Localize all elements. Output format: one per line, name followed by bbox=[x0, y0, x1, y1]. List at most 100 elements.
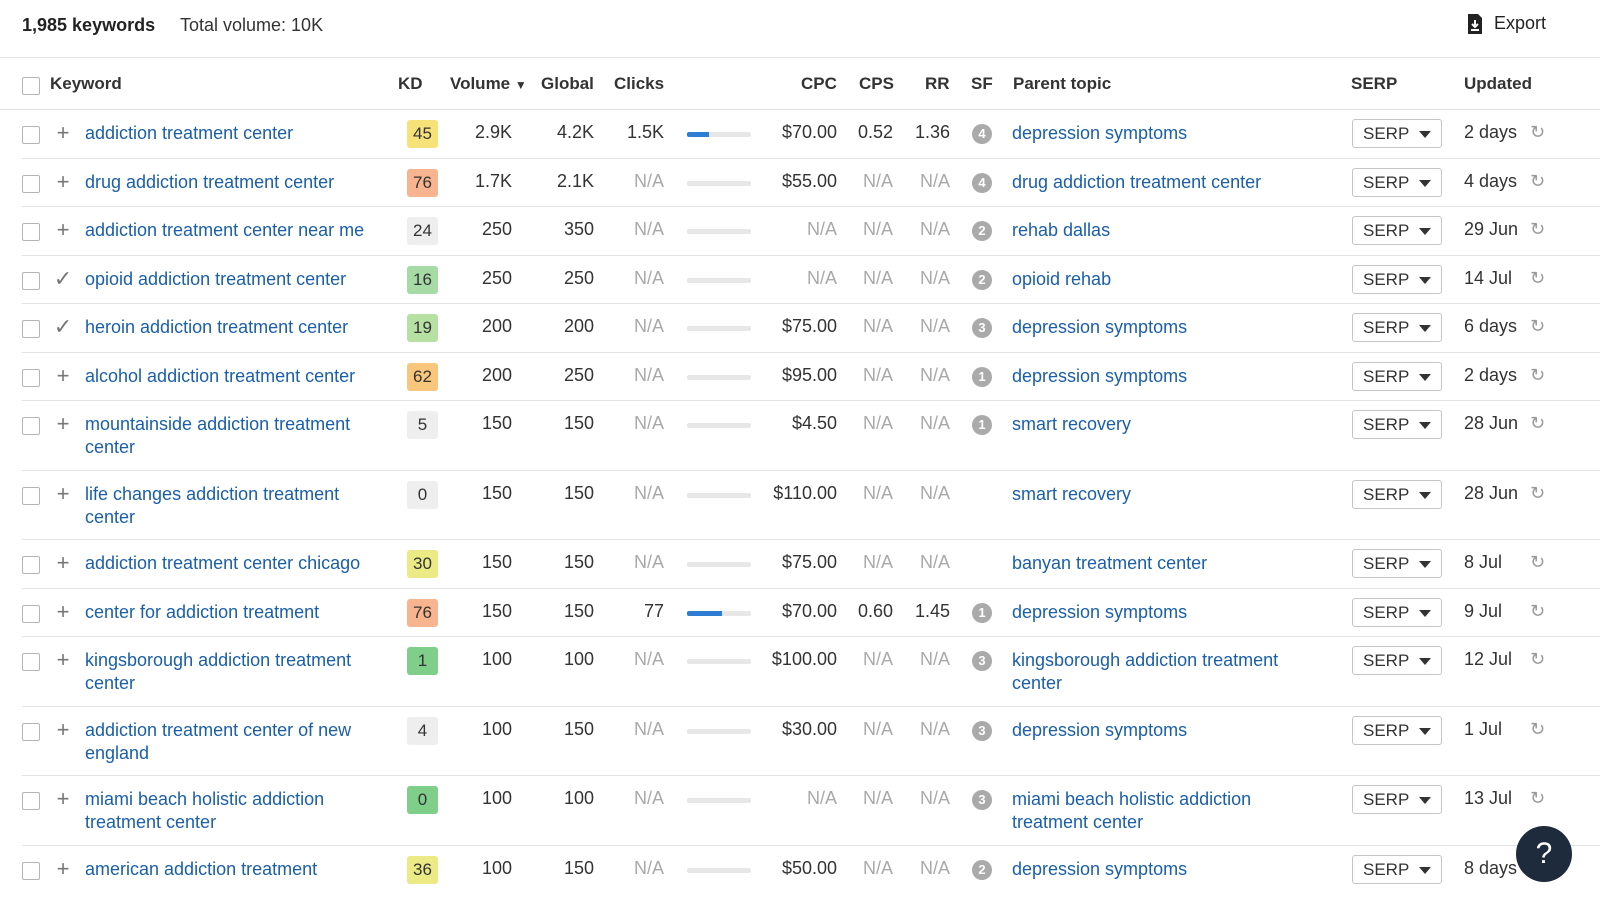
add-keyword-icon[interactable]: + bbox=[56, 599, 70, 624]
serp-features-badge[interactable]: 3 bbox=[972, 790, 992, 810]
serp-button[interactable]: SERP bbox=[1352, 785, 1442, 814]
serp-button[interactable]: SERP bbox=[1352, 549, 1442, 578]
refresh-icon[interactable]: ↻ bbox=[1530, 719, 1546, 739]
serp-button[interactable]: SERP bbox=[1352, 119, 1442, 148]
parent-topic-link[interactable]: drug addiction treatment center bbox=[1012, 172, 1262, 192]
row-checkbox[interactable] bbox=[22, 272, 40, 290]
col-parent-topic[interactable]: Parent topic bbox=[1013, 74, 1112, 93]
keyword-link[interactable]: addiction treatment center of new englan… bbox=[85, 720, 352, 763]
refresh-icon[interactable]: ↻ bbox=[1530, 601, 1546, 621]
check-icon[interactable]: ✓ bbox=[53, 266, 73, 291]
parent-topic-link[interactable]: depression symptoms bbox=[1012, 720, 1188, 740]
select-all-checkbox[interactable] bbox=[22, 77, 40, 95]
parent-topic-link[interactable]: rehab dallas bbox=[1012, 220, 1111, 240]
serp-button[interactable]: SERP bbox=[1352, 716, 1442, 745]
serp-features-badge[interactable]: 2 bbox=[972, 221, 992, 241]
parent-topic-link[interactable]: depression symptoms bbox=[1012, 123, 1188, 143]
add-keyword-icon[interactable]: + bbox=[56, 717, 70, 742]
parent-topic-link[interactable]: kingsborough addiction treatment center bbox=[1012, 650, 1279, 693]
serp-features-badge[interactable]: 1 bbox=[972, 415, 992, 435]
add-keyword-icon[interactable]: + bbox=[56, 363, 70, 388]
row-checkbox[interactable] bbox=[22, 605, 40, 623]
row-checkbox[interactable] bbox=[22, 223, 40, 241]
serp-button[interactable]: SERP bbox=[1352, 480, 1442, 509]
col-updated[interactable]: Updated bbox=[1464, 74, 1532, 93]
add-keyword-icon[interactable]: + bbox=[56, 169, 70, 194]
serp-button[interactable]: SERP bbox=[1352, 362, 1442, 391]
keyword-link[interactable]: addiction treatment center bbox=[85, 123, 294, 143]
refresh-icon[interactable]: ↻ bbox=[1530, 171, 1546, 191]
keyword-link[interactable]: kingsborough addiction treatment center bbox=[85, 650, 352, 693]
serp-button[interactable]: SERP bbox=[1352, 216, 1442, 245]
parent-topic-link[interactable]: depression symptoms bbox=[1012, 602, 1188, 622]
keyword-link[interactable]: center for addiction treatment bbox=[85, 602, 320, 622]
row-checkbox[interactable] bbox=[22, 723, 40, 741]
serp-features-badge[interactable]: 2 bbox=[972, 270, 992, 290]
add-keyword-icon[interactable]: + bbox=[56, 120, 70, 145]
keyword-link[interactable]: miami beach holistic addiction treatment… bbox=[85, 789, 325, 832]
serp-features-badge[interactable]: 3 bbox=[972, 651, 992, 671]
col-global[interactable]: Global bbox=[541, 74, 594, 93]
serp-button[interactable]: SERP bbox=[1352, 168, 1442, 197]
serp-features-badge[interactable]: 1 bbox=[972, 603, 992, 623]
add-keyword-icon[interactable]: + bbox=[56, 647, 70, 672]
row-checkbox[interactable] bbox=[22, 792, 40, 810]
refresh-icon[interactable]: ↻ bbox=[1530, 122, 1546, 142]
col-rr[interactable]: RR bbox=[925, 74, 950, 93]
parent-topic-link[interactable]: banyan treatment center bbox=[1012, 553, 1208, 573]
serp-button[interactable]: SERP bbox=[1352, 646, 1442, 675]
keyword-link[interactable]: addiction treatment center near me bbox=[85, 220, 365, 240]
add-keyword-icon[interactable]: + bbox=[56, 481, 70, 506]
row-checkbox[interactable] bbox=[22, 487, 40, 505]
serp-features-badge[interactable]: 2 bbox=[972, 860, 992, 880]
keyword-link[interactable]: opioid addiction treatment center bbox=[85, 269, 347, 289]
add-keyword-icon[interactable]: + bbox=[56, 550, 70, 575]
refresh-icon[interactable]: ↻ bbox=[1530, 649, 1546, 669]
refresh-icon[interactable]: ↻ bbox=[1530, 365, 1546, 385]
col-kd[interactable]: KD bbox=[398, 74, 423, 93]
row-checkbox[interactable] bbox=[22, 369, 40, 387]
export-button[interactable]: Export bbox=[1466, 13, 1546, 34]
serp-features-badge[interactable]: 4 bbox=[972, 124, 992, 144]
refresh-icon[interactable]: ↻ bbox=[1530, 219, 1546, 239]
col-sf[interactable]: SF bbox=[971, 74, 993, 93]
add-keyword-icon[interactable]: + bbox=[56, 856, 70, 881]
refresh-icon[interactable]: ↻ bbox=[1530, 413, 1546, 433]
keyword-link[interactable]: american addiction treatment bbox=[85, 859, 318, 879]
row-checkbox[interactable] bbox=[22, 320, 40, 338]
col-volume[interactable]: Volume ▼ bbox=[450, 74, 527, 94]
serp-features-badge[interactable]: 3 bbox=[972, 318, 992, 338]
refresh-icon[interactable]: ↻ bbox=[1530, 483, 1546, 503]
parent-topic-link[interactable]: miami beach holistic addiction treatment… bbox=[1012, 789, 1252, 832]
col-cps[interactable]: CPS bbox=[859, 74, 894, 93]
col-clicks[interactable]: Clicks bbox=[614, 74, 665, 93]
parent-topic-link[interactable]: depression symptoms bbox=[1012, 366, 1188, 386]
add-keyword-icon[interactable]: + bbox=[56, 411, 70, 436]
row-checkbox[interactable] bbox=[22, 556, 40, 574]
serp-features-badge[interactable]: 4 bbox=[972, 173, 992, 193]
parent-topic-link[interactable]: smart recovery bbox=[1012, 484, 1132, 504]
parent-topic-link[interactable]: depression symptoms bbox=[1012, 859, 1188, 879]
parent-topic-link[interactable]: opioid rehab bbox=[1012, 269, 1112, 289]
help-button[interactable]: ? bbox=[1516, 826, 1572, 882]
serp-button[interactable]: SERP bbox=[1352, 410, 1442, 439]
add-keyword-icon[interactable]: + bbox=[56, 786, 70, 811]
refresh-icon[interactable]: ↻ bbox=[1530, 552, 1546, 572]
refresh-icon[interactable]: ↻ bbox=[1530, 788, 1546, 808]
row-checkbox[interactable] bbox=[22, 417, 40, 435]
serp-button[interactable]: SERP bbox=[1352, 598, 1442, 627]
serp-features-badge[interactable]: 1 bbox=[972, 367, 992, 387]
serp-features-badge[interactable]: 3 bbox=[972, 721, 992, 741]
serp-button[interactable]: SERP bbox=[1352, 265, 1442, 294]
parent-topic-link[interactable]: smart recovery bbox=[1012, 414, 1132, 434]
keyword-link[interactable]: heroin addiction treatment center bbox=[85, 317, 349, 337]
serp-button[interactable]: SERP bbox=[1352, 313, 1442, 342]
keyword-link[interactable]: drug addiction treatment center bbox=[85, 172, 335, 192]
keyword-link[interactable]: addiction treatment center chicago bbox=[85, 553, 361, 573]
refresh-icon[interactable]: ↻ bbox=[1530, 268, 1546, 288]
check-icon[interactable]: ✓ bbox=[53, 314, 73, 339]
parent-topic-link[interactable]: depression symptoms bbox=[1012, 317, 1188, 337]
col-keyword[interactable]: Keyword bbox=[50, 74, 122, 93]
col-cpc[interactable]: CPC bbox=[801, 74, 837, 93]
row-checkbox[interactable] bbox=[22, 862, 40, 880]
